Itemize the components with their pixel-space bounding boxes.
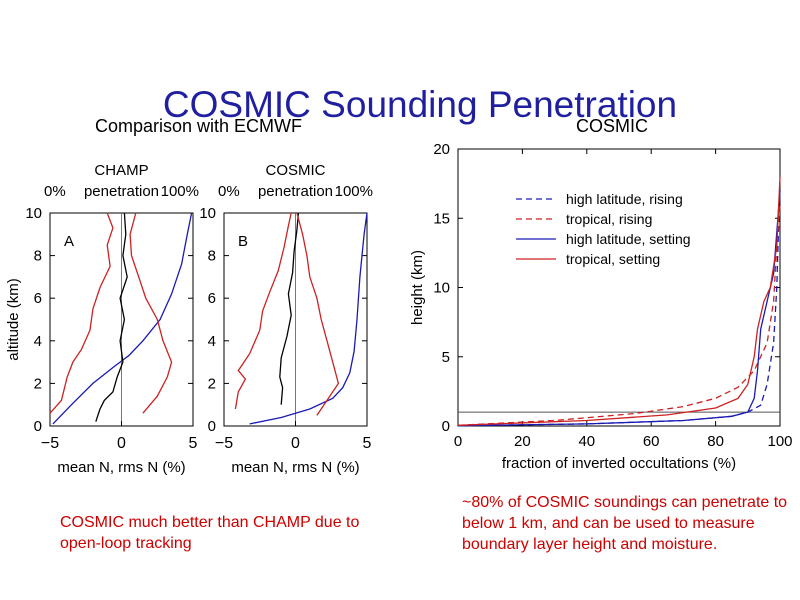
panel-b-label: B [238, 233, 248, 250]
panel-a-xlabel: mean N, rms N (%) [57, 459, 185, 476]
panel-a-penetration-label: penetration [84, 183, 159, 200]
panel-b-ytick-label: 0 [208, 418, 216, 435]
cosmic-chart-ytick-label: 0 [442, 418, 450, 435]
panel-a-xtick-label: 5 [189, 435, 198, 452]
panel-b-ytick-label: 10 [199, 205, 216, 222]
cosmic-chart-legend-label: tropical, setting [566, 251, 660, 267]
panel-a-xtick-label: −5 [41, 435, 59, 452]
panel-a-ytick-label: 4 [34, 333, 42, 350]
panel-a-series-mean-n [95, 212, 128, 422]
cosmic-chart-xtick-label: 100 [767, 433, 792, 450]
cosmic-chart-ytick-label: 5 [442, 349, 450, 366]
panel-a-series-rms-n-left [49, 212, 114, 414]
panel-b-xtick-label: 0 [291, 435, 300, 452]
cosmic-chart-series-tropical-rising [457, 204, 781, 426]
panel-b-penetration-label: penetration [258, 183, 333, 200]
panel-b-series-rms-n-left [234, 212, 292, 410]
panel-b-ytick-label: 6 [208, 290, 216, 307]
panel-a-header: CHAMP [94, 162, 148, 179]
cosmic-chart-ytick-label: 10 [433, 280, 450, 297]
panel-a-series-penetration [52, 212, 193, 425]
panel-a-series-rms-n-right [129, 212, 173, 414]
panel-a-pct-left: 0% [44, 183, 66, 200]
panel-b-xtick-label: 5 [363, 435, 372, 452]
cosmic-chart-xtick-label: 20 [514, 433, 531, 450]
panel-b-xtick-label: −5 [215, 435, 233, 452]
cosmic-chart-ytick-label: 15 [433, 210, 450, 227]
panel-b-ytick-label: 2 [208, 375, 216, 392]
cosmic-chart-xtick-label: 60 [643, 433, 660, 450]
cosmic-chart-ytick-label: 20 [433, 141, 450, 158]
panel-a-ylabel: altitude (km) [5, 278, 22, 361]
panel-b-pct-right: 100% [335, 183, 373, 200]
panel-a-label: A [64, 233, 74, 250]
panel-a-xtick-label: 0 [117, 435, 126, 452]
panel-b-ytick-label: 4 [208, 333, 216, 350]
cosmic-chart-ylabel: height (km) [409, 250, 426, 325]
panel-b-header: COSMIC [266, 162, 326, 179]
panel-a-ytick-label: 0 [34, 418, 42, 435]
panel-b-xlabel: mean N, rms N (%) [231, 459, 359, 476]
slide-title: COSMIC Sounding Penetration [162, 84, 678, 125]
panel-a-ytick-label: 6 [34, 290, 42, 307]
panel-a-pct-right: 100% [161, 183, 199, 200]
cosmic-chart-legend-label: tropical, rising [566, 211, 652, 227]
panel-b-ytick-label: 8 [208, 248, 216, 265]
cosmic-chart-xtick-label: 0 [454, 433, 462, 450]
cosmic-chart-legend-label: high latitude, rising [566, 191, 683, 207]
cosmic-chart-xlabel: fraction of inverted occultations (%) [502, 455, 736, 472]
panel-a-ytick-label: 10 [25, 205, 42, 222]
cosmic-chart-xtick-label: 40 [578, 433, 595, 450]
note-cosmic-vs-champ: COSMIC much better than CHAMP due to ope… [60, 514, 360, 552]
panel-b-series-mean-n [279, 212, 300, 405]
note-penetration-summary: ~80% of COSMIC soundings can penetrate t… [462, 494, 788, 553]
subtitle-cosmic: COSMIC [576, 116, 648, 136]
panel-b-series-rms-n-right [296, 212, 340, 416]
cosmic-chart-xtick-label: 80 [707, 433, 724, 450]
panel-b-series-penetration [249, 212, 368, 425]
subtitle-comparison: Comparison with ECMWF [95, 116, 303, 136]
cosmic-chart-series-tropical-setting [457, 176, 781, 426]
panel-a-ytick-label: 8 [34, 248, 42, 265]
cosmic-chart-legend-label: high latitude, setting [566, 231, 691, 247]
panel-b-pct-left: 0% [218, 183, 240, 200]
panel-a-ytick-label: 2 [34, 375, 42, 392]
